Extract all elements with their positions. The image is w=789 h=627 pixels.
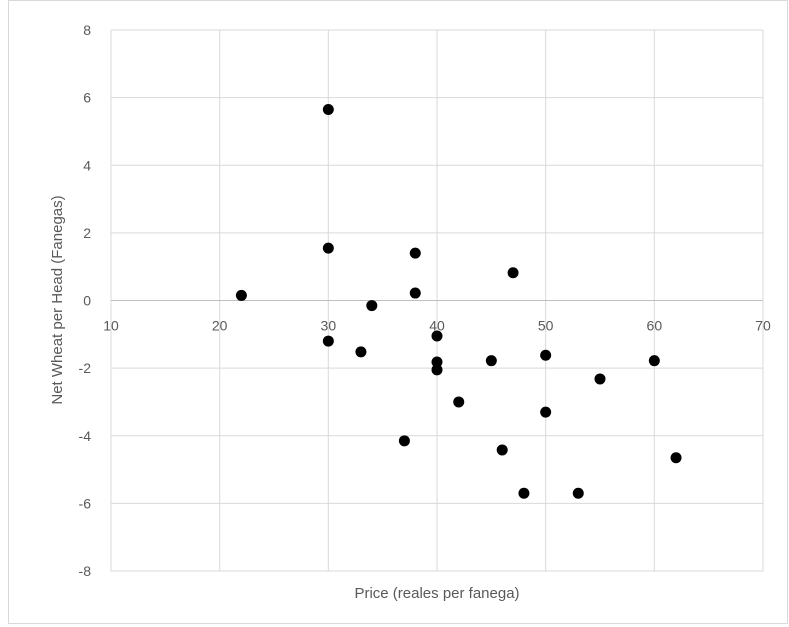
data-point xyxy=(540,349,552,361)
y-tick-label: -2 xyxy=(79,360,92,376)
data-point xyxy=(322,335,334,347)
y-tick-label: -8 xyxy=(79,563,92,579)
data-point xyxy=(670,452,682,464)
data-point xyxy=(431,356,443,368)
y-tick-label: 0 xyxy=(83,293,91,309)
x-tick-label: 20 xyxy=(212,318,228,334)
data-point xyxy=(409,247,421,259)
x-tick-label: 60 xyxy=(647,318,663,334)
data-point xyxy=(540,406,552,418)
y-axis-title: Net Wheat per Head (Fanegas) xyxy=(49,195,66,404)
data-point xyxy=(507,267,519,279)
data-point xyxy=(648,355,660,367)
y-tick-label: 8 xyxy=(83,22,91,38)
x-tick-label: 40 xyxy=(429,318,445,334)
y-tick-label: 4 xyxy=(83,157,91,173)
data-point xyxy=(572,487,584,499)
data-point xyxy=(594,373,606,385)
y-tick-label: 6 xyxy=(83,90,91,106)
data-point xyxy=(235,289,247,301)
x-tick-label: 30 xyxy=(321,318,337,334)
data-point xyxy=(431,330,443,342)
data-point xyxy=(409,287,421,299)
x-tick-label: 70 xyxy=(755,318,771,334)
x-axis-title: Price (reales per fanega) xyxy=(354,585,519,602)
data-point xyxy=(398,435,410,447)
y-tick-label: -4 xyxy=(79,428,92,444)
data-point xyxy=(366,300,378,312)
horizontal-gridlines xyxy=(111,29,763,572)
chart-frame xyxy=(8,0,788,624)
x-tick-labels: 10 20 30 40 50 60 70 xyxy=(103,318,771,334)
data-point xyxy=(453,396,465,408)
data-point xyxy=(518,487,530,499)
data-point xyxy=(431,364,443,376)
y-tick-label: -6 xyxy=(79,495,92,511)
y-tick-label: 2 xyxy=(83,225,91,241)
data-point xyxy=(496,444,508,456)
data-point xyxy=(355,346,367,358)
x-tick-label: 10 xyxy=(103,318,119,334)
data-point xyxy=(322,242,334,254)
x-tick-label: 50 xyxy=(538,318,554,334)
y-tick-labels: -8 -6 -4 -2 0 2 4 6 8 xyxy=(79,22,92,579)
data-point xyxy=(322,103,334,115)
data-point xyxy=(485,355,497,367)
data-points xyxy=(235,103,682,499)
